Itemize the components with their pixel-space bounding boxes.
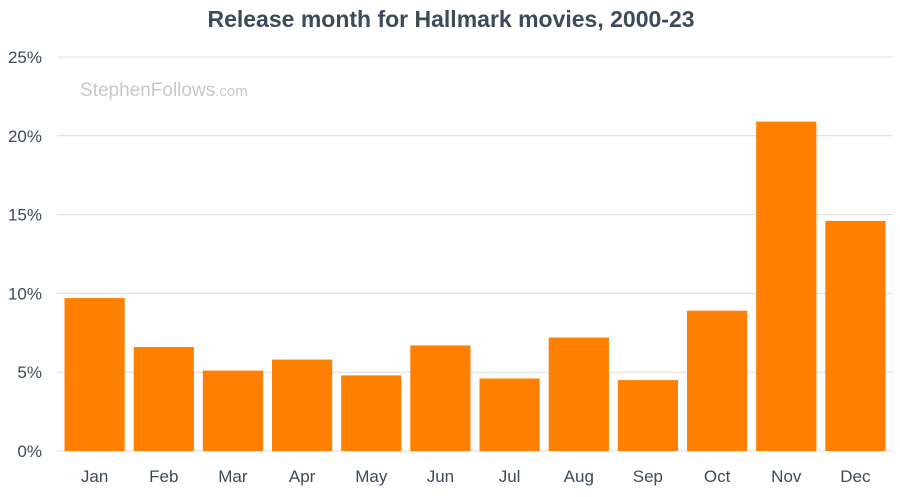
watermark: StephenFollows.com [80, 80, 248, 101]
y-tick-label: 10% [8, 284, 42, 303]
bar-oct [687, 310, 748, 451]
gridlines [57, 56, 893, 452]
y-tick-label: 20% [8, 127, 42, 146]
bar-feb [133, 347, 194, 451]
bar-nov [756, 121, 817, 451]
x-tick-label: Apr [289, 467, 316, 486]
watermark-suffix: .com [215, 83, 248, 100]
x-tick-label: Dec [840, 467, 871, 486]
bar-jul [479, 378, 540, 451]
bar-apr [272, 359, 333, 451]
bar-mar [202, 370, 263, 451]
x-tick-label: Nov [771, 467, 802, 486]
watermark-main: StephenFollows [80, 80, 215, 101]
bar-may [341, 375, 402, 451]
bar-jun [410, 345, 471, 451]
bar-sep [617, 380, 678, 451]
x-tick-label: Feb [149, 467, 178, 486]
bars [64, 121, 886, 451]
y-tick-label: 15% [8, 206, 42, 225]
x-tick-label: Aug [564, 467, 594, 486]
x-tick-label: Jun [427, 467, 454, 486]
bar-aug [548, 337, 609, 451]
x-tick-label: Jan [81, 467, 108, 486]
bar-jan [64, 298, 125, 451]
y-tick-label: 5% [17, 363, 42, 382]
x-tick-label: May [355, 467, 388, 486]
chart-title: Release month for Hallmark movies, 2000-… [207, 6, 694, 32]
bar-dec [825, 220, 886, 451]
x-tick-label: Oct [704, 467, 731, 486]
y-axis-ticks: 0% 5% 10% 15% 20% 25% [8, 48, 42, 461]
x-tick-label: Jul [499, 467, 521, 486]
y-tick-label: 0% [17, 442, 42, 461]
x-tick-label: Mar [218, 467, 248, 486]
x-tick-label: Sep [633, 467, 663, 486]
y-tick-label: 25% [8, 48, 42, 67]
x-axis-ticks: Jan Feb Mar Apr May Jun Jul Aug Sep Oct Nov Dec [81, 467, 871, 486]
